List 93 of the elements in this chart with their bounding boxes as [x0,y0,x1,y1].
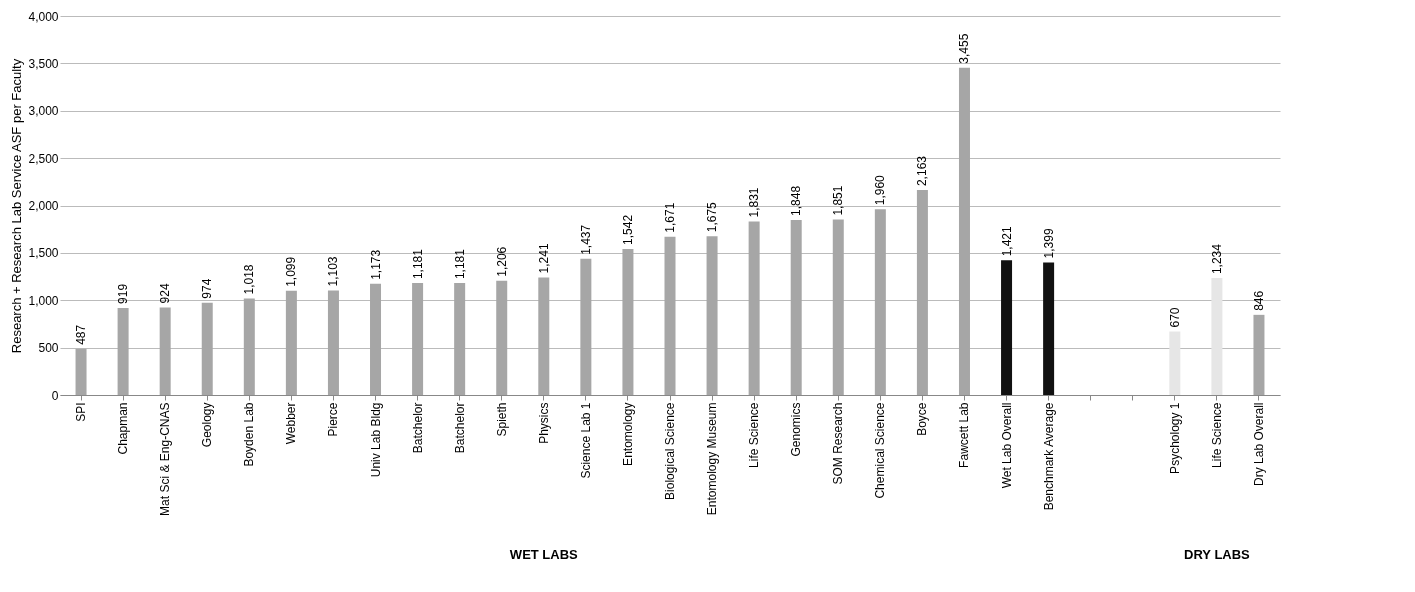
y-axis-title: Research + Research Lab Service ASF per Faculty [9,58,25,354]
y-tick-label: 0 [51,388,59,403]
x-tick-label: Fawcett Lab [957,402,972,468]
text: WET LABS [509,547,579,562]
data-label: 1,399 [1041,228,1056,259]
x-tick-label: Wet Lab Overall [999,402,1014,489]
text: DRY LABS [1184,547,1251,562]
x-tick-label: Boyden Lab [242,402,257,467]
x-tick-label: Life Science [1209,402,1224,468]
bar [1253,314,1265,395]
x-tick-label: Genomics [789,402,804,457]
x-tick-label: Pierce [326,402,341,437]
data-label: 1,234 [1209,243,1224,275]
x-tick-label: Physics [536,402,551,444]
bar [75,348,87,395]
x-tick-label: Boyce [915,402,930,436]
data-label: 1,851 [831,185,846,216]
bar [243,298,255,395]
data-label: 1,103 [326,256,341,287]
bar [748,221,760,395]
x-tick-label: Webber [284,402,299,445]
data-label: 1,173 [368,249,383,280]
bar [874,209,886,395]
y-tick-label: 2,000 [28,199,59,213]
x-tick-label: Spieth [494,402,509,437]
bar [327,290,339,395]
bar [832,219,844,395]
y-tick-label: 1,000 [28,293,59,308]
data-label: 919 [116,283,131,304]
data-label: 1,960 [873,174,888,206]
y-tick-label: 1,500 [28,246,59,261]
x-tick-label: SOM Research [831,402,846,485]
y-tick-label: 4,000 [28,9,59,24]
bar [117,307,129,395]
bar [580,258,592,395]
data-label: 487 [74,324,89,345]
bar [201,302,213,395]
x-tick-label: Dry Lab Overall [1251,402,1266,486]
bar [370,283,382,395]
data-label: 1,181 [410,248,425,280]
x-tick-label: Batchelor [452,402,467,454]
x-tick-label: Univ Lab Bldg [368,402,383,478]
x-tick-label: Science Lab 1 [578,402,593,479]
x-tick-label: Geology [200,402,215,448]
x-tick-label: Entomology [620,402,635,466]
x-tick-label: Entomology Museum [705,402,720,516]
data-label: 1,848 [789,185,804,216]
y-tick-label: 3,000 [28,104,59,119]
data-label: 1,437 [578,224,593,255]
bar [496,280,508,395]
data-label: 1,181 [452,248,467,280]
data-label: 670 [1167,307,1182,328]
data-label: 846 [1251,290,1266,311]
data-label: 1,241 [536,243,551,274]
x-tick-label: Benchmark Average [1041,402,1056,511]
bar [958,67,970,395]
x-tick-label: Chemical Science [873,402,888,499]
data-label: 1,675 [705,201,720,233]
bar [159,307,171,395]
data-label: 1,671 [663,202,677,233]
bar [664,236,676,395]
x-tick-label: Life Science [747,402,762,468]
data-label: 1,206 [494,246,509,277]
data-label: 1,542 [620,214,635,245]
data-label: 3,455 [957,33,972,64]
bar [412,283,424,395]
data-label: 1,421 [999,226,1014,257]
bar [454,283,466,395]
y-tick-label: 3,500 [28,56,59,71]
x-tick-label: Psychology 1 [1167,402,1182,474]
x-tick-label: Batchelor [410,402,425,454]
y-tick-label: 2,500 [28,151,59,166]
bar [1043,262,1055,395]
bar [790,219,802,395]
bar [285,290,297,395]
data-label: 1,099 [284,256,299,287]
bar [1211,278,1223,395]
y-tick-label: 500 [38,341,59,356]
data-label: 924 [158,283,173,304]
bar [706,236,718,395]
x-tick-label: Chapman [116,402,131,455]
x-tick-label: SPI [74,402,89,422]
bar [1001,260,1013,395]
bar [1169,331,1181,395]
data-label: 1,018 [242,264,257,295]
x-tick-label: Biological Science [663,402,677,500]
bar [916,190,928,395]
bar [538,277,550,395]
data-label: 1,831 [747,187,762,218]
bar [622,248,634,395]
data-label: 974 [200,278,215,299]
data-label: 2,163 [915,155,930,187]
x-tick-label: Mat Sci & Eng-CNAS [158,402,173,516]
